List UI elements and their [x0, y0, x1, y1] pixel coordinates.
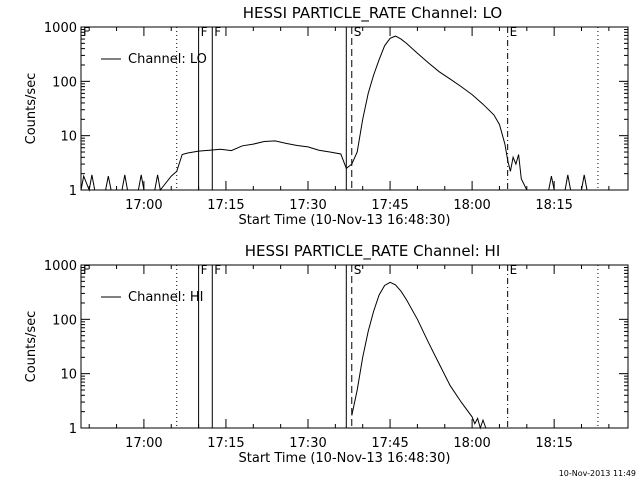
panel-1: HESSI PARTICLE_RATE Channel: LO 1 10 100 100… — [24, 4, 629, 228]
chart-title: HESSI PARTICLE_RATE Channel: HI — [245, 242, 501, 261]
x-tick-label: 18:15 — [535, 198, 572, 213]
chart-title: HESSI PARTICLE_RATE Channel: LO — [243, 4, 502, 23]
x-tick-label: 17:15 — [207, 198, 244, 213]
series-line — [80, 35, 628, 192]
y-tick-label: 1000 — [44, 21, 77, 36]
marker-label: E — [510, 25, 518, 39]
footer-timestamp: 10-Nov-2013 11:49 — [558, 469, 636, 478]
legend-label: Channel: HI — [128, 290, 204, 305]
marker-label: F — [214, 263, 221, 277]
y-tick-label: 100 — [52, 75, 77, 90]
marker-label: F — [201, 263, 208, 277]
marker-label: S — [354, 263, 362, 277]
x-tick-label: 17:30 — [289, 198, 326, 213]
y-tick-label: 10 — [60, 368, 77, 383]
y-tick-label: 1 — [69, 184, 77, 199]
x-tick-label: 18:00 — [453, 198, 490, 213]
x-tick-label: 17:00 — [125, 198, 162, 213]
y-tick-label: 10 — [60, 130, 77, 145]
marker-label: F — [201, 25, 208, 39]
x-tick-label: 17:45 — [371, 436, 408, 451]
legend-label: Channel: LO — [128, 52, 207, 67]
plot-frame — [80, 26, 629, 191]
y-tick-label: 100 — [52, 313, 77, 328]
x-tick-label: 17:45 — [371, 198, 408, 213]
y-tick-label: 1000 — [44, 259, 77, 274]
marker-label: S — [354, 25, 362, 39]
x-axis-label: Start Time (10-Nov-13 16:48:30) — [239, 213, 451, 228]
marker-label: E — [510, 263, 518, 277]
x-tick-label: 18:00 — [453, 436, 490, 451]
x-tick-label: 17:30 — [289, 436, 326, 451]
series-line — [351, 281, 487, 430]
x-axis-label: Start Time (10-Nov-13 16:48:30) — [239, 451, 451, 466]
marker-label: F — [83, 25, 90, 39]
marker-label: F — [214, 25, 221, 39]
panel-2: HESSI PARTICLE_RATE Channel: HI 1 10 100 100… — [24, 242, 629, 466]
x-tick-label: 18:15 — [535, 436, 572, 451]
y-axis-label: Counts/sec — [24, 311, 39, 383]
plot-frame — [80, 264, 629, 429]
x-tick-label: 17:00 — [125, 436, 162, 451]
x-tick-label: 17:15 — [207, 436, 244, 451]
y-axis-label: Counts/sec — [24, 73, 39, 145]
y-tick-label: 1 — [69, 422, 77, 437]
marker-label: F — [83, 263, 90, 277]
